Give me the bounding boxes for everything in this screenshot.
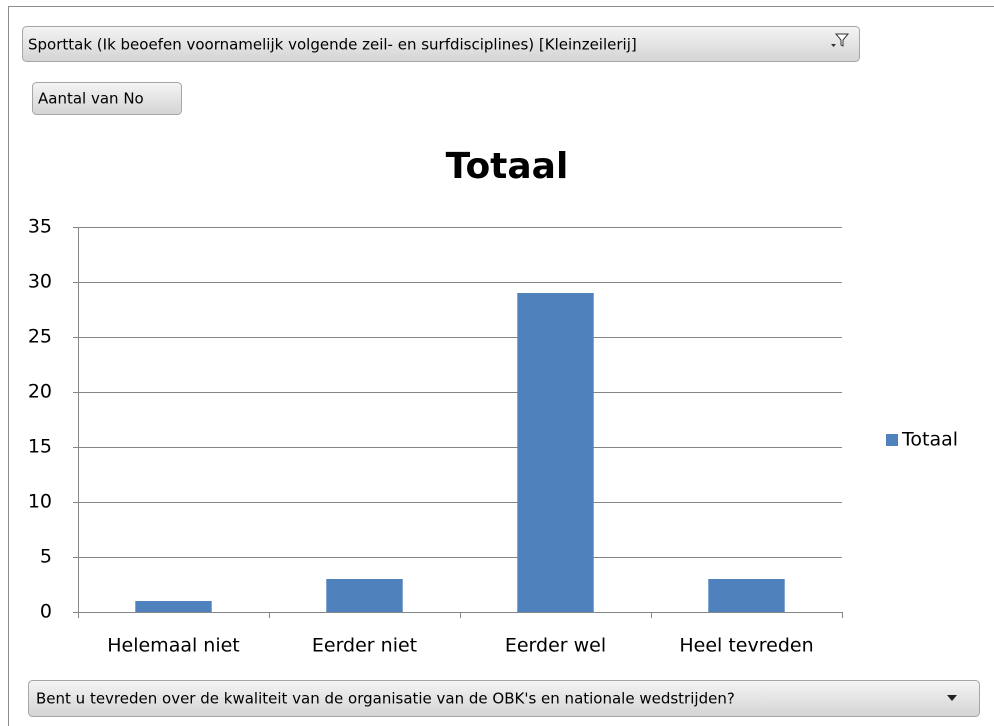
axis-field-label: Bent u tevreden over de kwaliteit van de…	[36, 690, 735, 708]
filter-arrow	[831, 44, 836, 47]
y-tick-label: 25	[28, 326, 52, 348]
x-tick-label: Eerder wel	[505, 635, 606, 657]
x-tick-label: Helemaal niet	[107, 635, 240, 657]
x-tick-label: Eerder niet	[312, 635, 417, 657]
filter-button[interactable]	[22, 26, 860, 62]
chart-title: Totaal	[446, 146, 569, 187]
legend-label: Totaal	[901, 429, 958, 451]
value-field-label: Aantal van No	[38, 90, 144, 108]
axis-field-button[interactable]	[28, 680, 980, 717]
filter-field-label: Sporttak (Ik beoefen voornamelijk volgen…	[28, 36, 637, 54]
value-field-button[interactable]	[32, 82, 182, 115]
y-tick-label: 35	[28, 216, 52, 238]
bar	[517, 293, 594, 612]
y-tick-label: 0	[40, 601, 52, 623]
bar	[135, 601, 212, 612]
y-tick-label: 10	[28, 491, 52, 513]
y-tick-label: 30	[28, 271, 52, 293]
y-tick-label: 5	[40, 546, 52, 568]
x-tick-label: Heel tevreden	[679, 635, 813, 657]
y-tick-label: 20	[28, 381, 52, 403]
filter-icon[interactable]	[834, 33, 850, 47]
bar	[326, 579, 403, 612]
axis-field-arrow[interactable]	[947, 695, 957, 701]
bar	[708, 579, 785, 612]
y-tick-label: 15	[28, 436, 52, 458]
legend-swatch	[886, 434, 898, 446]
